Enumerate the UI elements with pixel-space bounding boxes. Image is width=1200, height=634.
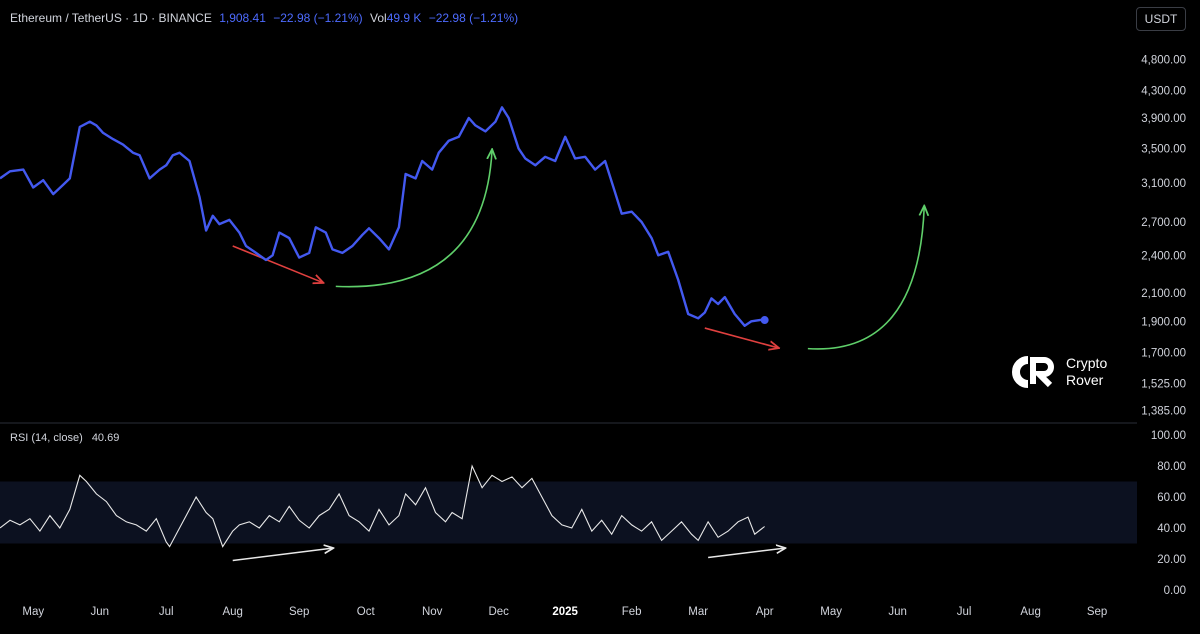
rsi-title[interactable]: RSI (14, close) <box>10 432 83 444</box>
rsi-line <box>0 464 765 548</box>
bearish-arrow <box>232 245 323 282</box>
last-price-dot <box>760 316 769 325</box>
price-tick-label: 3,900.00 <box>1141 113 1186 125</box>
x-tick-label: Dec <box>488 606 509 618</box>
rsi-tick-label: 80.00 <box>1157 461 1186 473</box>
rsi-tick-label: 20.00 <box>1157 554 1186 566</box>
x-tick-label: Sep <box>1087 606 1107 618</box>
price-tick-label: 1,525.00 <box>1141 378 1186 390</box>
volume-change: −22.98 (−1.21%) <box>428 11 519 25</box>
chart-header: Ethereum / TetherUS · 1D · BINANCE 1,908… <box>10 11 522 25</box>
rsi-tick-label: 40.00 <box>1157 523 1186 535</box>
rsi-value: 40.69 <box>91 432 120 444</box>
x-tick-label: Jun <box>90 606 109 618</box>
rsi-tick-label: 60.00 <box>1157 492 1186 504</box>
currency-button[interactable]: USDT <box>1136 7 1186 31</box>
rsi-divergence-arrow <box>232 548 333 562</box>
bullish-curve-arrow <box>807 207 924 350</box>
price-tick-label: 1,900.00 <box>1141 316 1186 328</box>
x-tick-label: Aug <box>222 606 242 618</box>
last-price: 1,908.41 <box>219 11 266 25</box>
x-tick-label: Jul <box>957 606 972 618</box>
price-tick-label: 2,700.00 <box>1141 217 1186 229</box>
crypto-rover-logo: Crypto Rover <box>1006 354 1107 390</box>
bullish-curve-arrow <box>335 150 492 288</box>
bearish-arrow <box>704 327 778 348</box>
price-tick-label: 3,500.00 <box>1141 144 1186 156</box>
logo-line-2: Rover <box>1066 372 1104 388</box>
rsi-band <box>0 481 1137 544</box>
rsi-divergence-arrow <box>708 548 784 559</box>
rsi-tick-label: 100.00 <box>1151 430 1186 442</box>
rsi-tick-label: 0.00 <box>1164 585 1186 597</box>
price-tick-label: 2,100.00 <box>1141 288 1186 300</box>
volume-label: Vol <box>370 11 387 25</box>
symbol-label[interactable]: Ethereum / TetherUS · 1D · BINANCE <box>10 11 212 25</box>
x-tick-label: Mar <box>688 606 708 618</box>
x-tick-label: Nov <box>422 606 443 618</box>
price-tick-label: 4,300.00 <box>1141 85 1186 97</box>
x-tick-label: Jul <box>159 606 174 618</box>
x-tick-label: Aug <box>1020 606 1040 618</box>
price-tick-label: 2,400.00 <box>1141 250 1186 262</box>
x-tick-label: Oct <box>357 606 376 618</box>
x-tick-label: May <box>22 606 44 618</box>
volume-value: 49.9 K <box>386 11 422 25</box>
crypto-rover-logo-icon <box>1012 356 1054 388</box>
price-tick-label: 3,100.00 <box>1141 178 1186 190</box>
price-tick-label: 1,700.00 <box>1141 348 1186 360</box>
x-tick-label: Feb <box>622 606 642 618</box>
x-tick-label: May <box>820 606 842 618</box>
rsi-header: RSI (14, close) 40.69 <box>10 432 119 444</box>
logo-line-1: Crypto <box>1066 355 1108 371</box>
price-tick-label: 4,800.00 <box>1141 54 1186 66</box>
x-tick-label: Apr <box>756 606 774 618</box>
price-change: −22.98 (−1.21%) <box>273 11 363 25</box>
price-tick-label: 1,385.00 <box>1141 406 1186 418</box>
x-tick-label: 2025 <box>552 606 578 618</box>
price-line <box>0 106 765 327</box>
x-tick-label: Sep <box>289 606 309 618</box>
x-tick-label: Jun <box>888 606 907 618</box>
